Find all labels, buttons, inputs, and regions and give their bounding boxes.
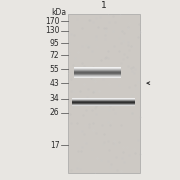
Bar [74,77,121,78]
Bar [74,69,121,70]
Bar [74,67,121,68]
Bar [72,102,135,103]
Text: 34: 34 [50,94,59,103]
Text: 130: 130 [45,26,59,35]
Bar [74,73,121,74]
Bar [72,100,135,101]
Text: 55: 55 [50,65,59,74]
Bar [74,71,121,72]
Text: 26: 26 [50,108,59,117]
Text: 1: 1 [101,1,106,10]
Bar [72,99,135,100]
Bar [72,103,135,104]
Bar [74,68,121,69]
Bar [74,72,121,73]
Bar [72,104,135,105]
Bar [68,14,140,173]
Bar [72,104,135,105]
Bar [72,100,135,101]
Bar [72,101,135,102]
Bar [74,68,121,69]
Bar [72,105,135,106]
Bar [72,105,135,106]
Bar [72,100,135,101]
Text: 72: 72 [50,51,59,60]
Bar [74,76,121,77]
Text: 170: 170 [45,17,59,26]
Bar [72,98,135,99]
Bar [72,103,135,104]
Text: 17: 17 [50,141,59,150]
Text: 95: 95 [50,39,59,48]
Bar [74,70,121,71]
Bar [74,72,121,73]
Bar [74,70,121,71]
Bar [72,101,135,102]
Text: kDa: kDa [51,8,67,17]
Bar [74,67,121,68]
Bar [72,98,135,99]
Text: 43: 43 [50,79,59,88]
Bar [74,77,121,78]
Bar [72,103,135,104]
Bar [74,73,121,74]
Bar [74,71,121,72]
Bar [72,101,135,102]
Bar [74,74,121,75]
Bar [72,102,135,103]
Bar [72,98,135,99]
Bar [72,99,135,100]
Bar [74,75,121,76]
Bar [74,69,121,70]
